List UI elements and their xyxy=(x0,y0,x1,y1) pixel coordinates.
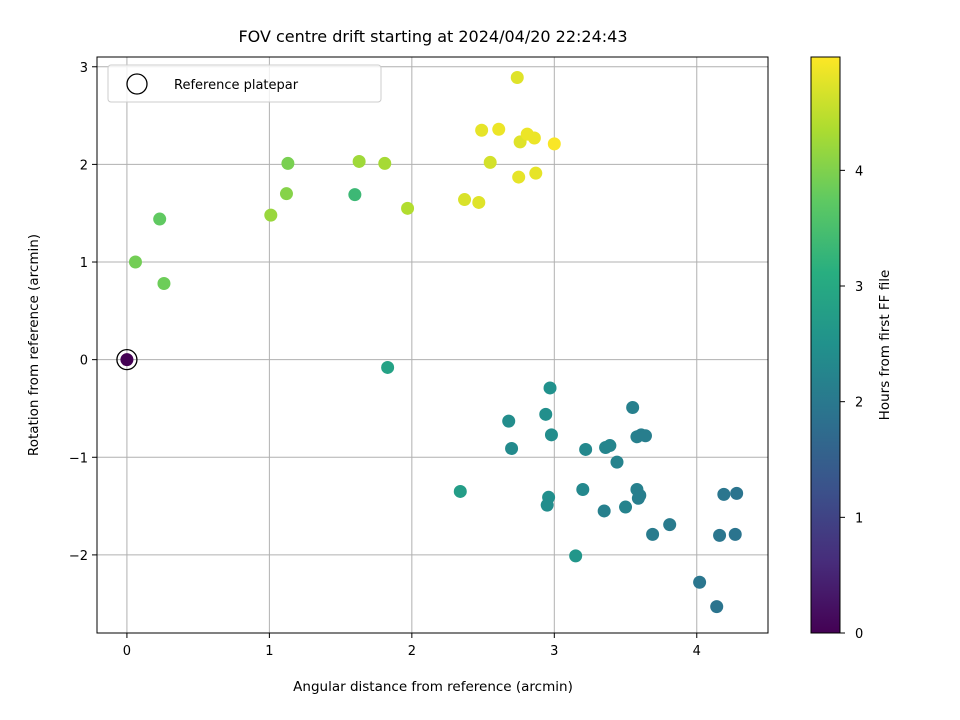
colorbar-tick-label: 0 xyxy=(855,627,863,642)
data-point xyxy=(728,527,742,541)
colorbar-tick-label: 2 xyxy=(855,396,863,411)
data-point xyxy=(663,518,677,532)
data-point xyxy=(157,276,171,290)
y-tick-label: 2 xyxy=(80,158,88,173)
data-point xyxy=(544,428,558,442)
data-point xyxy=(610,455,624,469)
x-axis-ticks: 0 1 2 3 4 xyxy=(123,633,701,659)
x-tick-label: 3 xyxy=(550,644,558,659)
legend-reference-marker xyxy=(126,73,148,95)
data-point xyxy=(475,123,489,137)
data-point xyxy=(505,441,519,455)
data-point xyxy=(543,381,557,395)
data-point xyxy=(279,187,293,201)
data-point xyxy=(576,482,590,496)
data-point xyxy=(128,255,142,269)
data-point xyxy=(512,170,526,184)
data-point xyxy=(540,498,554,512)
chart-title: FOV centre drift starting at 2024/04/20 … xyxy=(238,27,627,46)
y-tick-label: −1 xyxy=(69,451,88,466)
data-point xyxy=(569,549,583,563)
y-tick-label: −2 xyxy=(69,549,88,564)
data-point xyxy=(153,212,167,226)
data-point xyxy=(717,487,731,501)
colorbar-label: Hours from first FF file xyxy=(877,270,893,421)
data-point xyxy=(597,504,611,518)
data-point xyxy=(120,353,134,367)
data-point xyxy=(710,600,724,614)
colorbar-tick-label: 1 xyxy=(855,511,863,526)
data-point xyxy=(638,429,652,443)
data-point xyxy=(619,500,633,514)
legend-label: Reference platepar xyxy=(174,78,299,93)
data-point xyxy=(603,439,617,453)
data-point xyxy=(348,188,362,202)
data-point xyxy=(472,195,486,209)
data-point xyxy=(264,208,278,222)
y-axis-label: Rotation from reference (arcmin) xyxy=(26,234,42,456)
y-tick-label: 3 xyxy=(80,61,88,76)
data-point xyxy=(539,407,553,421)
data-point xyxy=(483,155,497,169)
data-point xyxy=(529,166,543,180)
data-point xyxy=(378,156,392,170)
data-points xyxy=(120,71,744,614)
x-tick-label: 0 xyxy=(123,644,131,659)
x-tick-label: 2 xyxy=(408,644,416,659)
y-tick-label: 1 xyxy=(80,256,88,271)
legend-box xyxy=(107,64,382,103)
data-point xyxy=(713,528,727,542)
colorbar xyxy=(810,56,841,634)
data-point xyxy=(626,400,640,414)
colorbar-tick-label: 3 xyxy=(855,280,863,295)
y-axis-ticks: −2 −1 0 1 2 3 xyxy=(69,61,97,564)
x-tick-label: 4 xyxy=(693,644,701,659)
data-point xyxy=(547,137,561,151)
data-point xyxy=(579,442,593,456)
data-point xyxy=(631,491,645,505)
data-point xyxy=(352,154,366,168)
data-point xyxy=(281,156,295,170)
colorbar-tick-label: 4 xyxy=(855,164,863,179)
reference-platepar-marker xyxy=(116,348,138,371)
data-point xyxy=(453,484,467,498)
y-tick-label: 0 xyxy=(80,354,88,369)
data-point xyxy=(458,193,472,207)
grid-lines xyxy=(97,57,768,633)
data-point xyxy=(646,527,660,541)
legend: Reference platepar xyxy=(107,64,382,103)
data-point xyxy=(693,575,707,589)
x-axis-label: Angular distance from reference (arcmin) xyxy=(293,679,573,695)
data-point xyxy=(492,122,506,136)
data-point xyxy=(381,360,395,374)
plot-frame xyxy=(96,56,769,634)
data-point xyxy=(527,131,541,145)
x-tick-label: 1 xyxy=(265,644,273,659)
data-point xyxy=(502,414,516,428)
colorbar-ticks: 0 1 2 3 4 xyxy=(840,164,863,642)
data-point xyxy=(401,201,415,215)
data-point xyxy=(730,486,744,500)
data-point xyxy=(510,71,524,85)
